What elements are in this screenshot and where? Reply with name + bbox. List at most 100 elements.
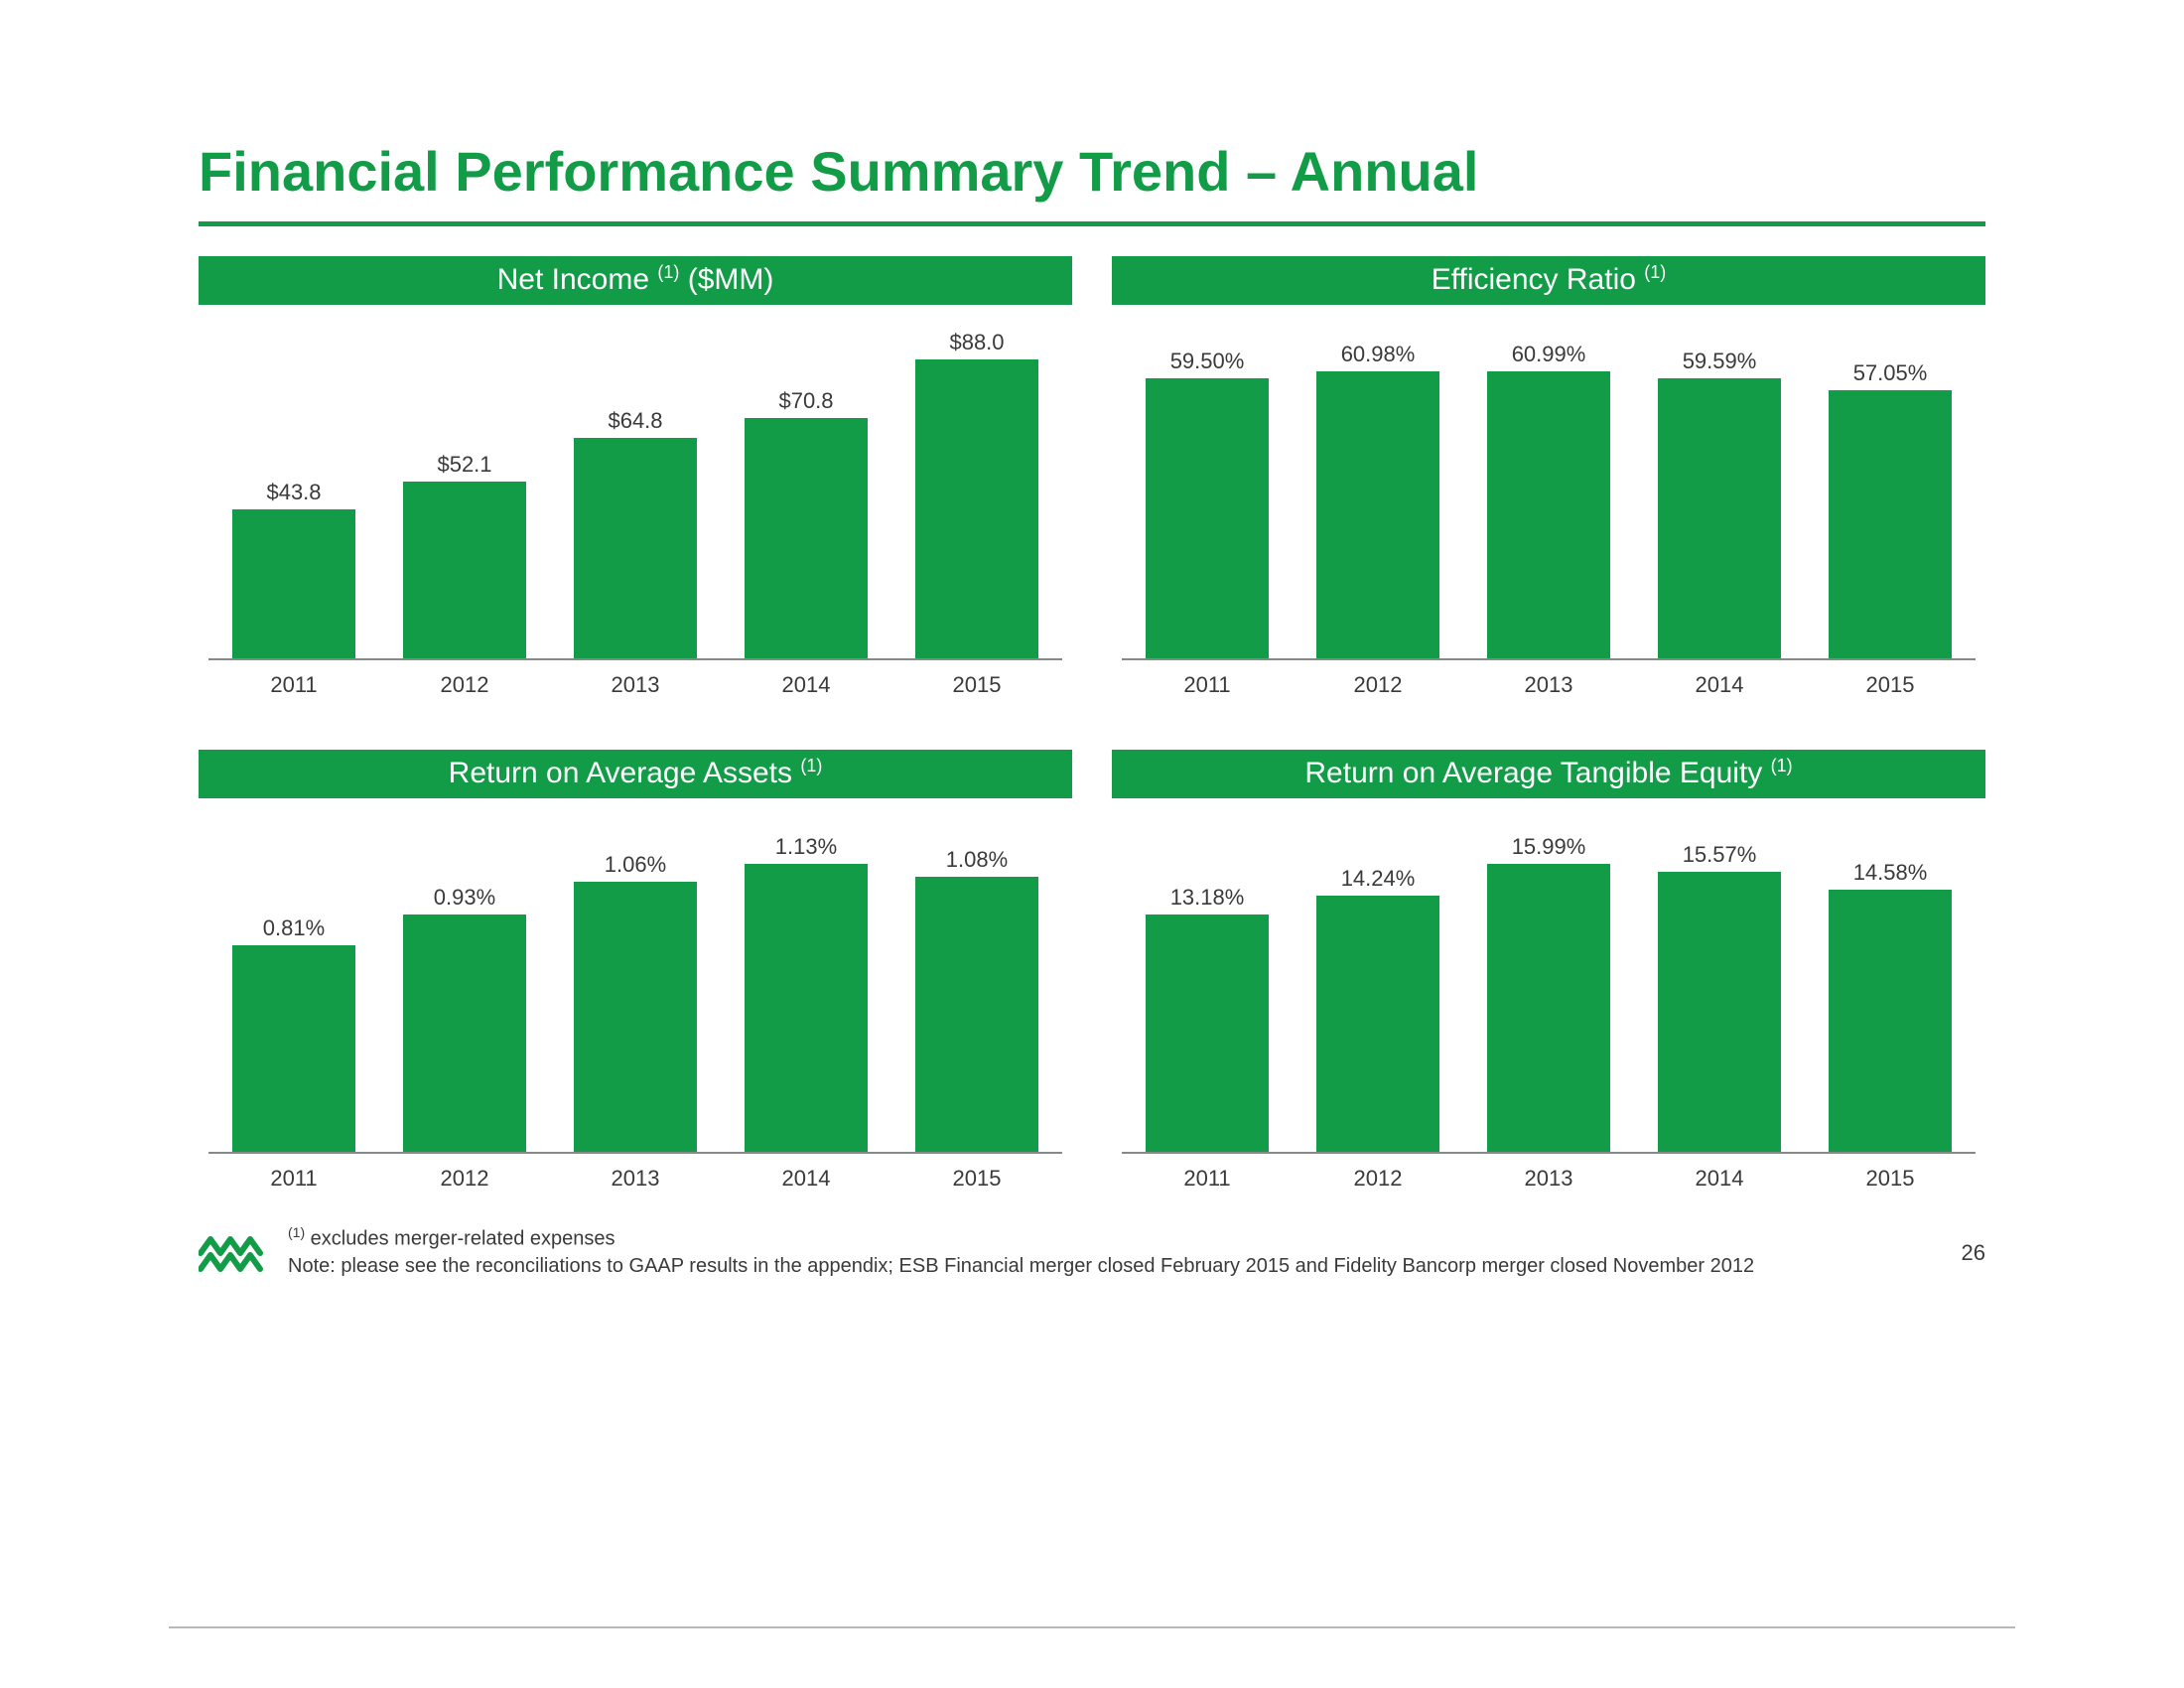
- x-axis-label: 2012: [1293, 1160, 1463, 1194]
- bar: [1146, 378, 1269, 658]
- footnote-2: Note: please see the reconciliations to …: [288, 1253, 1754, 1280]
- bar-slot: 1.13%: [721, 846, 891, 1152]
- bar-slot: $52.1: [379, 352, 550, 658]
- x-axis-labels: 20112012201320142015: [208, 666, 1062, 700]
- bar: [232, 509, 355, 658]
- footnote-1: (1) excludes merger-related expenses: [288, 1223, 1754, 1253]
- x-axis-label: 2015: [1805, 666, 1976, 700]
- plot-area: 13.18%14.24%15.99%15.57%14.58%: [1122, 846, 1976, 1154]
- bar-value-label: $88.0: [891, 330, 1062, 355]
- footnotes: (1) excludes merger-related expenses Not…: [288, 1223, 1754, 1280]
- x-axis-label: 2014: [1634, 1160, 1805, 1194]
- x-axis-label: 2013: [1463, 1160, 1634, 1194]
- bar-slot: 1.08%: [891, 846, 1062, 1152]
- bar: [1829, 390, 1952, 658]
- chart-header: Efficiency Ratio (1): [1112, 256, 1985, 305]
- bottom-divider: [169, 1626, 2015, 1628]
- chart-body: 13.18%14.24%15.99%15.57%14.58%2011201220…: [1112, 806, 1985, 1194]
- x-axis-label: 2015: [1805, 1160, 1976, 1194]
- bar-value-label: 15.99%: [1463, 834, 1634, 860]
- bar-slot: 0.81%: [208, 846, 379, 1152]
- bar-slot: 60.99%: [1463, 352, 1634, 658]
- page-title: Financial Performance Summary Trend – An…: [199, 139, 1985, 226]
- brand-logo-icon: [199, 1229, 268, 1282]
- bar: [1146, 914, 1269, 1152]
- bar: [574, 882, 697, 1152]
- bar-slot: 15.57%: [1634, 846, 1805, 1152]
- bar-slot: 57.05%: [1805, 352, 1976, 658]
- bar: [745, 864, 868, 1152]
- x-axis-labels: 20112012201320142015: [1122, 666, 1976, 700]
- bar: [1487, 864, 1610, 1152]
- bar: [915, 877, 1038, 1152]
- bar-value-label: 13.18%: [1122, 885, 1293, 911]
- bar-slot: 1.06%: [550, 846, 721, 1152]
- x-axis-label: 2012: [1293, 666, 1463, 700]
- x-axis-label: 2015: [891, 666, 1062, 700]
- chart-body: $43.8$52.1$64.8$70.8$88.0201120122013201…: [199, 313, 1072, 700]
- bar-value-label: $52.1: [379, 452, 550, 478]
- bar-value-label: 59.59%: [1634, 349, 1805, 374]
- x-axis-labels: 20112012201320142015: [208, 1160, 1062, 1194]
- plot-area: 0.81%0.93%1.06%1.13%1.08%: [208, 846, 1062, 1154]
- footer: (1) excludes merger-related expenses Not…: [199, 1223, 1985, 1282]
- chart-header: Return on Average Tangible Equity (1): [1112, 750, 1985, 798]
- bar: [745, 418, 868, 658]
- chart-header: Return on Average Assets (1): [199, 750, 1072, 798]
- bar-value-label: 60.98%: [1293, 342, 1463, 367]
- bar-slot: 15.99%: [1463, 846, 1634, 1152]
- bar-value-label: 14.24%: [1293, 866, 1463, 892]
- bars-container: 0.81%0.93%1.06%1.13%1.08%: [208, 846, 1062, 1152]
- plot-area: 59.50%60.98%60.99%59.59%57.05%: [1122, 352, 1976, 660]
- x-axis-labels: 20112012201320142015: [1122, 1160, 1976, 1194]
- bar-value-label: 60.99%: [1463, 342, 1634, 367]
- charts-grid: Net Income (1) ($MM)$43.8$52.1$64.8$70.8…: [199, 256, 1985, 1194]
- bar-value-label: $70.8: [721, 388, 891, 414]
- bars-container: 59.50%60.98%60.99%59.59%57.05%: [1122, 352, 1976, 658]
- x-axis-label: 2012: [379, 1160, 550, 1194]
- bars-container: 13.18%14.24%15.99%15.57%14.58%: [1122, 846, 1976, 1152]
- bar-slot: 0.93%: [379, 846, 550, 1152]
- x-axis-label: 2011: [1122, 1160, 1293, 1194]
- chart-return_on_avg_tangible_equity: Return on Average Tangible Equity (1) 13.…: [1112, 750, 1985, 1194]
- x-axis-label: 2013: [550, 1160, 721, 1194]
- chart-net_income: Net Income (1) ($MM)$43.8$52.1$64.8$70.8…: [199, 256, 1072, 700]
- bar-value-label: 59.50%: [1122, 349, 1293, 374]
- bar: [1316, 371, 1439, 658]
- page-number: 26: [1942, 1240, 1985, 1266]
- bar-slot: $70.8: [721, 352, 891, 658]
- x-axis-label: 2014: [721, 666, 891, 700]
- bar-value-label: $43.8: [208, 480, 379, 505]
- x-axis-label: 2011: [1122, 666, 1293, 700]
- bar: [574, 438, 697, 658]
- bar-slot: 14.58%: [1805, 846, 1976, 1152]
- bar-value-label: 0.81%: [208, 915, 379, 941]
- bar-value-label: $64.8: [550, 408, 721, 434]
- x-axis-label: 2012: [379, 666, 550, 700]
- bar: [232, 945, 355, 1152]
- chart-return_on_avg_assets: Return on Average Assets (1)0.81%0.93%1.…: [199, 750, 1072, 1194]
- bar-slot: $88.0: [891, 352, 1062, 658]
- bar-value-label: 15.57%: [1634, 842, 1805, 868]
- bar-value-label: 1.08%: [891, 847, 1062, 873]
- bar-value-label: 0.93%: [379, 885, 550, 911]
- bar-slot: 59.50%: [1122, 352, 1293, 658]
- bar: [1316, 896, 1439, 1152]
- bar-slot: 14.24%: [1293, 846, 1463, 1152]
- bar: [1658, 378, 1781, 658]
- x-axis-label: 2015: [891, 1160, 1062, 1194]
- x-axis-label: 2011: [208, 1160, 379, 1194]
- bar-slot: $64.8: [550, 352, 721, 658]
- bar: [1658, 872, 1781, 1152]
- bar: [1829, 890, 1952, 1152]
- plot-area: $43.8$52.1$64.8$70.8$88.0: [208, 352, 1062, 660]
- bars-container: $43.8$52.1$64.8$70.8$88.0: [208, 352, 1062, 658]
- chart-body: 0.81%0.93%1.06%1.13%1.08%201120122013201…: [199, 806, 1072, 1194]
- x-axis-label: 2014: [1634, 666, 1805, 700]
- bar-slot: 60.98%: [1293, 352, 1463, 658]
- bar-value-label: 14.58%: [1805, 860, 1976, 886]
- x-axis-label: 2013: [1463, 666, 1634, 700]
- chart-body: 59.50%60.98%60.99%59.59%57.05%2011201220…: [1112, 313, 1985, 700]
- bar: [915, 359, 1038, 658]
- bar-slot: $43.8: [208, 352, 379, 658]
